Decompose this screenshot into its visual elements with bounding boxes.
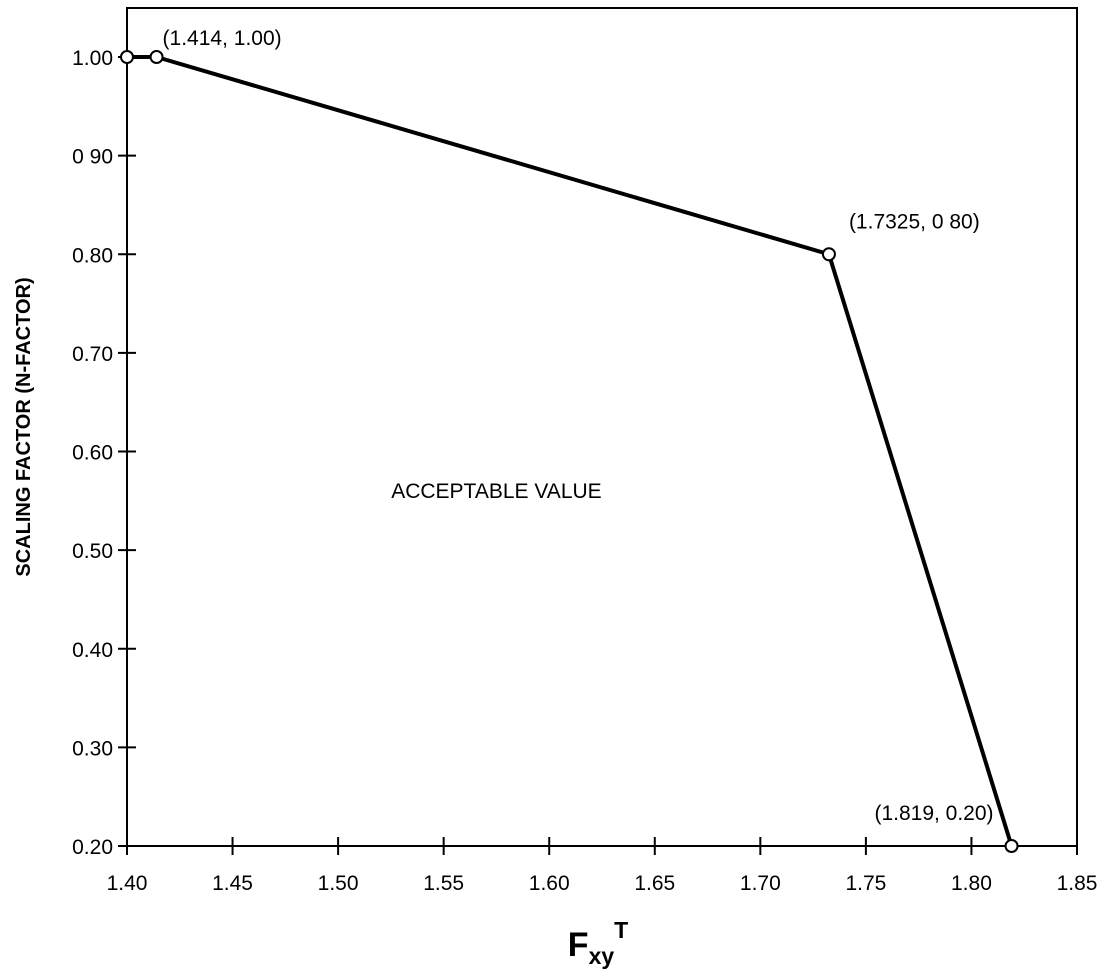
y-tick-label: 0.40 [72,639,113,662]
point-annotation: (1.7325, 0 80) [849,210,980,233]
x-tick-label: 1.60 [529,872,570,895]
point-annotation: (1.819, 0.20) [874,802,993,825]
x-tick-label: 1.40 [107,872,148,895]
annotations: (1.414, 1.00) (1.7325, 0 80) (1.819, 0.20) [163,27,994,825]
y-tick-label: 0.70 [72,343,113,366]
data-markers [120,50,1019,853]
y-tick-label: 1.00 [72,47,113,70]
y-tick-label: 0.20 [72,836,113,859]
data-point [120,50,134,64]
y-axis-label: SCALING FACTOR (N-FACTOR) [13,277,35,576]
axes [126,7,1078,847]
x-axis-label: FxyT [568,917,628,969]
x-tick-label: 1.50 [318,872,359,895]
x-tick-label: 1.65 [634,872,675,895]
y-tick-label: 0.80 [72,244,113,267]
ticks: 1.40 1.45 1.50 1.55 1.60 1.65 1.70 1.75 1.80 1.85… [72,47,1097,895]
x-axis-label-main: F [568,926,589,964]
x-tick-label: 1.55 [423,872,464,895]
y-tick-label: 0.50 [72,540,113,563]
x-axis-label-subscript: xy [589,943,615,969]
plot-frame [126,7,1078,847]
region-label: ACCEPTABLE VALUE [391,480,601,503]
data-point [149,50,164,64]
x-tick-label: 1.75 [845,872,886,895]
data-line [127,55,1014,847]
data-point [821,247,836,262]
y-tick-label: 0.60 [72,442,113,465]
data-point [1004,839,1019,853]
x-tick-label: 1.45 [212,872,253,895]
y-tick-label: 0 90 [72,146,113,169]
x-axis-label-superscript: T [614,917,628,943]
data-series [127,55,1014,847]
point-annotation: (1.414, 1.00) [163,27,282,50]
x-tick-label: 1.85 [1057,872,1098,895]
x-tick-label: 1.80 [951,872,992,895]
y-tick-label: 0.30 [72,737,113,760]
x-tick-label: 1.70 [740,872,781,895]
